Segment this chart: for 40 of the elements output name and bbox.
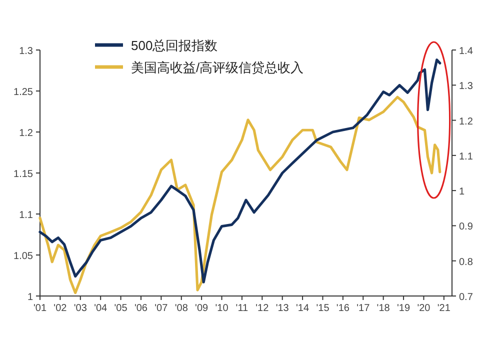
y-tick-label: 1.3 [19, 46, 34, 57]
x-tick-label: '20 [417, 303, 431, 314]
x-tick-label: '13 [276, 303, 290, 314]
x-tick-label: '02 [54, 303, 68, 314]
x-tick-label: '05 [114, 303, 128, 314]
x-tick-label: '04 [94, 303, 108, 314]
y-tick-label: 1.15 [14, 169, 34, 180]
x-tick-label: '06 [134, 303, 148, 314]
x-tick-label: '07 [154, 303, 168, 314]
y-tick-label: 1.25 [14, 87, 34, 98]
y2-tick-label: 1.2 [459, 116, 474, 128]
legend-label: 美国高收益/高评级信贷总收入 [131, 60, 304, 75]
y-tick-label: 1.1 [19, 210, 34, 221]
x-tick-label: '10 [215, 303, 229, 314]
x-tick-label: '21 [437, 303, 451, 314]
x-tick-label: '14 [296, 303, 310, 314]
y-tick-label: 1.2 [19, 128, 34, 139]
y2-tick-label: 0.8 [459, 256, 474, 268]
y2-tick-label: 1.1 [459, 151, 474, 162]
x-tick-label: '03 [74, 303, 88, 314]
x-tick-label: '16 [336, 303, 350, 314]
y2-tick-label: 0.7 [459, 292, 474, 303]
legend-label: 500总回报指数 [131, 38, 218, 53]
line-series [38, 58, 442, 284]
y2-tick-label: 0.9 [459, 222, 474, 233]
x-tick-label: '08 [174, 303, 188, 314]
x-tick-label: '09 [195, 303, 209, 314]
x-tick-label: '18 [376, 303, 390, 314]
y2-tick-label: 1 [459, 186, 465, 198]
x-tick-label: '17 [356, 303, 370, 314]
line-series [38, 96, 442, 294]
y-tick-label: 1 [27, 292, 34, 303]
x-tick-label: '11 [236, 303, 249, 314]
y2-tick-label: 1.4 [459, 46, 474, 57]
x-tick-label: '12 [256, 303, 270, 314]
x-tick-label: '19 [397, 303, 410, 314]
y-tick-label: 1.05 [14, 251, 34, 262]
y2-tick-label: 1.3 [459, 81, 474, 92]
x-tick-label: '01 [33, 303, 47, 314]
x-tick-label: '15 [316, 303, 330, 314]
